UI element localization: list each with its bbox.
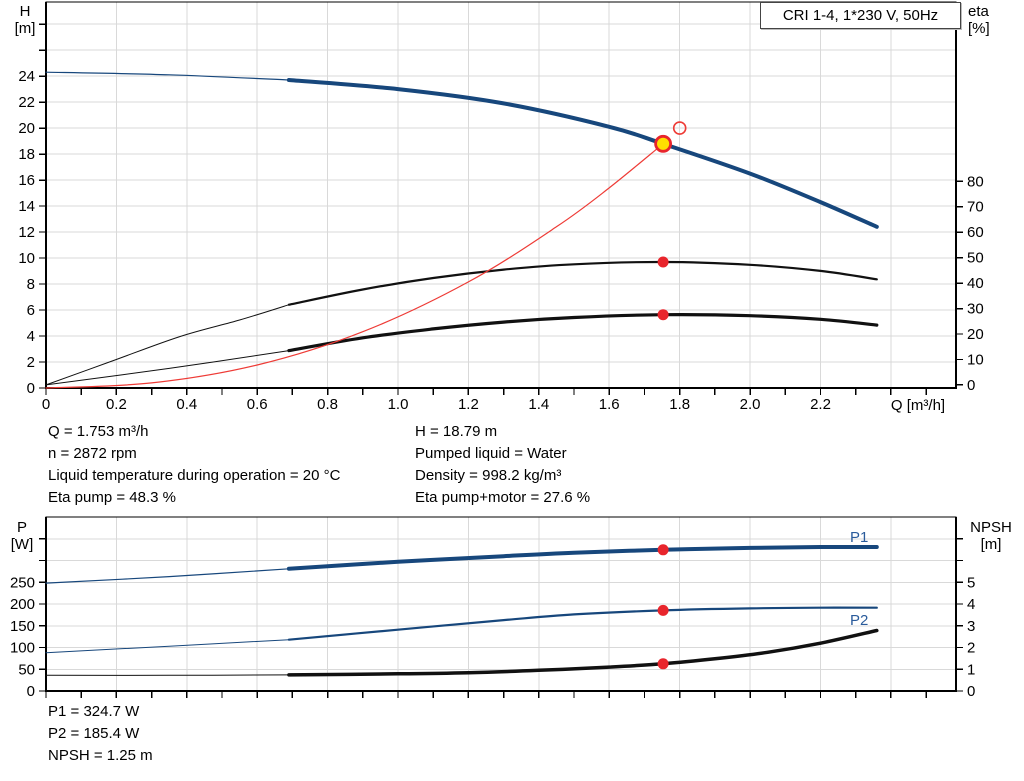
y-left-tick-label: 100 [10,640,35,657]
y-left-tick-label: 14 [18,198,35,215]
duty-speed: n = 2872 rpm [48,445,137,462]
eta-pump-motor-point [657,309,669,321]
head-curve-thin [45,71,290,81]
y-right-tick-label: 1 [967,661,975,678]
x-tick-label: 1.8 [669,396,690,413]
x-tick-label: 0 [42,396,50,413]
eta-pump-curve [287,260,878,306]
axis-ticks [39,538,963,698]
p1-curve-thin [45,568,290,584]
p1-curve [286,544,879,571]
y-right-tick-label: 3 [967,618,975,635]
npsh-axis-caption: NPSH [m] [970,519,1012,553]
y-left-tick-label: 2 [27,354,35,371]
y-left-tick-label: 50 [18,661,35,678]
y-right-tick-label: 2 [967,640,975,657]
x-tick-label: 0.6 [247,396,268,413]
system-curve [45,143,664,389]
axis-ticks [39,23,963,395]
npsh-point [657,658,669,670]
duty-liquid-temp: Liquid temperature during operation = 20… [48,467,341,484]
result-npsh: NPSH = 1.25 m [48,747,153,764]
plot-frame [45,1,957,390]
y-left-tick-label: 16 [18,172,35,189]
y-left-tick-label: 0 [27,683,35,700]
y-right-tick-label: 70 [967,199,984,216]
p2-curve [287,606,878,641]
x-tick-label: 0.8 [317,396,338,413]
eta-pump-motor-curve [287,313,879,353]
result-text: P1 = 324.7 W P2 = 185.4 W NPSH = 1.25 m [48,701,153,767]
eta-pump-motor-curve-thin [45,350,290,386]
duty-density: Density = 998.2 kg/m³ [415,467,562,484]
p-axis-caption: P [W] [10,519,34,553]
eta-axis-caption: eta [%] [968,3,990,37]
eta-pump-curve-thin [45,304,290,386]
y-left-tick-label: 150 [10,618,35,635]
curve-label-p1: P1 [850,529,868,546]
p2-curve-thin [45,639,290,654]
x-tick-label: 1.6 [599,396,620,413]
y-left-tick-label: 8 [27,276,35,293]
pump-title-box: CRI 1-4, 1*230 V, 50Hz [760,2,961,29]
q-axis-caption: Q [m³/h] [890,397,946,414]
tick-labels: 0 50 100 150 200 250 0 1 2 3 4 5 [10,574,975,700]
gridlines [46,2,956,388]
y-right-tick-label: 4 [967,596,975,613]
y-left-tick-label: 0 [27,380,35,397]
y-right-tick-label: 80 [967,173,984,190]
y-left-tick-label: 4 [27,328,35,345]
x-tick-label: 2.2 [810,396,831,413]
result-p2: P2 = 185.4 W [48,725,140,742]
y-right-tick-label: 5 [967,574,975,591]
p1-point [657,544,669,556]
npsh-curve [287,628,879,677]
y-left-tick-label: 22 [18,94,35,111]
requested-duty-point [672,121,687,135]
y-left-tick-label: 10 [18,250,35,267]
y-right-tick-label: 20 [967,326,984,343]
result-p1: P1 = 324.7 W [48,703,140,720]
p2-point [657,604,669,616]
x-tick-label: 0.4 [176,396,197,413]
y-left-tick-label: 250 [10,574,35,591]
duty-eta-pump-motor: Eta pump+motor = 27.6 % [415,489,591,506]
y-right-tick-label: 30 [967,301,984,318]
duty-pumped-liquid: Pumped liquid = Water [415,445,567,462]
curve-label-p2: P2 [850,612,868,629]
y-left-tick-label: 20 [18,120,35,137]
y-right-tick-label: 50 [967,250,984,267]
gridlines [46,517,956,691]
y-left-tick-label: 6 [27,302,35,319]
qh-chart: 0 0.2 0.4 0.6 0.8 1.0 1.2 1.4 1.6 1.8 2.0 2.2024681… [18,1,984,413]
duty-point[interactable] [654,134,672,153]
duty-h: H = 18.79 m [415,423,498,440]
duty-text-right: H = 18.79 m Pumped liquid = Water Densit… [415,421,590,509]
y-right-tick-label: 60 [967,224,984,241]
duty-text-left: Q = 1.753 m³/h n = 2872 rpm Liquid tempe… [48,421,340,509]
y-left-tick-label: 24 [18,68,35,85]
power-npsh-chart: 0 50 100 150 200 250 0 1 2 3 4 5 P1 P2 [10,516,975,700]
y-right-tick-label: 40 [967,275,984,292]
duty-eta-pump: Eta pump = 48.3 % [48,489,176,506]
y-left-tick-label: 200 [10,596,35,613]
eta-pump-point [657,256,669,268]
x-tick-label: 1.4 [528,396,549,413]
x-tick-label: 0.2 [106,396,127,413]
y-right-tick-label: 0 [967,377,975,394]
y-right-tick-label: 0 [967,683,975,700]
y-left-tick-label: 18 [18,146,35,163]
x-tick-label: 1.2 [458,396,479,413]
tick-labels: 0 0.2 0.4 0.6 0.8 1.0 1.2 1.4 1.6 1.8 2.0 2.2024681… [18,68,983,413]
x-tick-label: 2.0 [740,396,761,413]
y-left-tick-label: 12 [18,224,35,241]
h-axis-caption: H [m] [14,3,36,37]
x-tick-label: 1.0 [388,396,409,413]
head-curve [286,78,879,229]
y-right-tick-label: 10 [967,352,984,369]
duty-q: Q = 1.753 m³/h [48,423,149,440]
